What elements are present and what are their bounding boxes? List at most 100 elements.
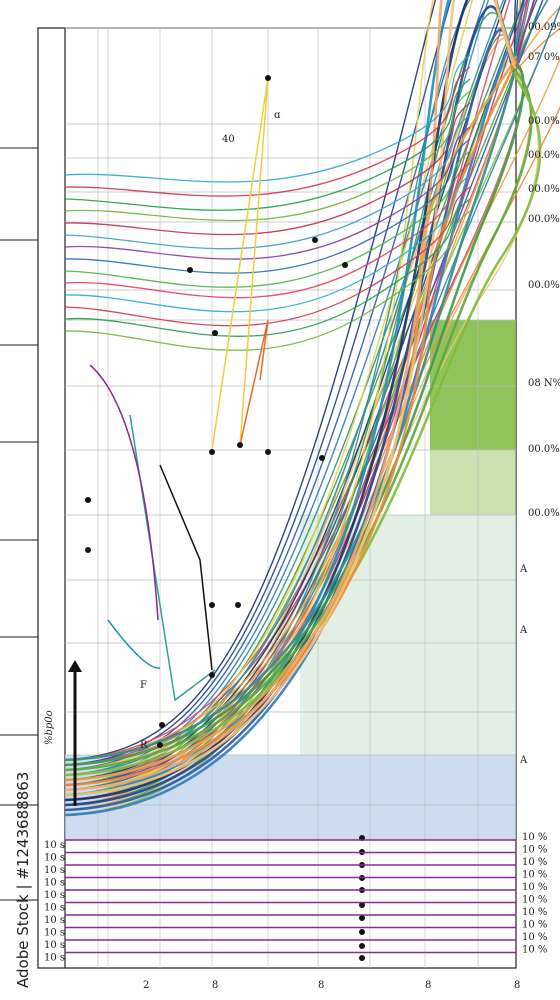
series-line: [64, 0, 517, 761]
data-point: [157, 742, 163, 748]
series-line: [64, 70, 542, 777]
series-line: [64, 0, 517, 791]
right-tick-labels: 00.09% 07 0% 00.0% 00.0% 00.0% 00.0% 00.0% 08 N…: [522, 22, 560, 956]
annotation-alpha: ɑ: [274, 110, 281, 121]
data-point: [209, 602, 215, 608]
up-arrow-icon: [68, 660, 82, 806]
series-line: [64, 51, 518, 762]
data-point: [85, 497, 91, 503]
series-line: [211, 77, 269, 451]
annotation-r: R: [140, 740, 148, 751]
x-tick-label: 2: [143, 980, 149, 991]
right-tick-label: 00.0%: [528, 444, 560, 455]
right-tick-label: 10 %: [522, 895, 547, 906]
right-tick-label: 10 %: [522, 945, 547, 956]
series-line: [64, 78, 471, 211]
left-tick-label: 10 s: [44, 890, 65, 901]
left-tick-label: 10 s: [44, 865, 65, 876]
series-line: [64, 0, 522, 771]
left-axis-label: %bp0o: [44, 710, 55, 745]
series-line: [64, 0, 525, 776]
left-tick-label: 10 s: [44, 840, 65, 851]
series-line: [64, 210, 471, 351]
right-tick-label: 00.0%: [528, 214, 560, 225]
annotation-f: F: [140, 680, 147, 691]
series-line: [64, 150, 471, 288]
data-point: [85, 547, 91, 553]
series-line: [64, 55, 518, 782]
data-point: [209, 449, 215, 455]
right-tick-label: 10 %: [522, 882, 547, 893]
series-line: [64, 90, 471, 222]
series-line: [64, 59, 518, 787]
watermark: Adobe Stock | #1243688863: [14, 772, 32, 988]
series-line: [64, 0, 529, 781]
data-point: [237, 442, 243, 448]
annotation-a1: A: [519, 564, 528, 575]
right-tick-label: 10 %: [522, 907, 547, 918]
data-point: [212, 330, 218, 336]
series-line: [64, 198, 471, 337]
series-line: [64, 102, 471, 236]
series-line: [64, 126, 471, 260]
series-line: [64, 186, 471, 327]
annotation-a2: A: [519, 625, 528, 636]
left-tick-label: 10 s: [44, 928, 65, 939]
bottom-series-lines: [65, 839, 516, 954]
series-line: [64, 54, 471, 183]
right-tick-label: 00.0%: [528, 184, 560, 195]
right-tick-label: 10 %: [522, 920, 547, 931]
series-line: [64, 0, 560, 796]
left-tick-label: 10 s: [44, 940, 65, 951]
series-line: [107, 619, 161, 669]
data-point: [187, 267, 193, 273]
series-line: [64, 174, 471, 313]
labels: Adobe Stock | #1243688863 %bp0o 40 ɑ F R…: [14, 110, 528, 988]
gridlines: [65, 27, 516, 968]
x-tick-labels: 2 8 8 8 8: [143, 980, 520, 991]
data-point: [319, 455, 325, 461]
data-point: [359, 929, 365, 935]
right-tick-label: 10 %: [522, 845, 547, 856]
series-lines: [64, 0, 560, 817]
annotation-40: 40: [222, 134, 235, 145]
data-point: [235, 602, 241, 608]
data-point: [359, 915, 365, 921]
x-tick-label: 8: [514, 980, 520, 991]
series-line: [239, 319, 269, 446]
right-tick-label: 00.0%: [528, 116, 560, 127]
x-tick-label: 8: [425, 980, 431, 991]
right-tick-label: 10 %: [522, 932, 547, 943]
right-tick-label: 10 %: [522, 870, 547, 881]
data-points: [85, 75, 365, 961]
data-point: [342, 262, 348, 268]
series-line: [89, 364, 159, 621]
data-point: [359, 955, 365, 961]
right-tick-label: 00.09%: [528, 22, 560, 33]
data-point: [312, 237, 318, 243]
series-line: [64, 0, 521, 771]
left-tick-label: 10 s: [44, 903, 65, 914]
left-tick-labels: 10 s10 s10 s10 s10 s10 s10 s10 s10 s10 s: [44, 840, 65, 964]
annotation-a3: A: [519, 755, 528, 766]
right-tick-label: 00.0%: [528, 280, 560, 291]
left-tick-label: 10 s: [44, 915, 65, 926]
series-line: [159, 464, 213, 671]
data-point: [359, 902, 365, 908]
right-tick-label: 07 0%: [528, 52, 560, 63]
series-line: [64, 0, 517, 797]
data-point: [359, 943, 365, 949]
series-line: [64, 0, 524, 776]
x-tick-label: 8: [318, 980, 324, 991]
data-point: [265, 75, 271, 81]
right-tick-label: 08 N%: [528, 378, 560, 389]
right-tick-label: 10 %: [522, 857, 547, 868]
series-line: [64, 66, 533, 772]
series-line: [64, 162, 471, 299]
right-tick-label: 10 %: [522, 832, 547, 843]
left-tick-label: 10 s: [44, 853, 65, 864]
data-point: [159, 722, 165, 728]
series-line: [64, 0, 517, 792]
series-line: [64, 62, 525, 767]
